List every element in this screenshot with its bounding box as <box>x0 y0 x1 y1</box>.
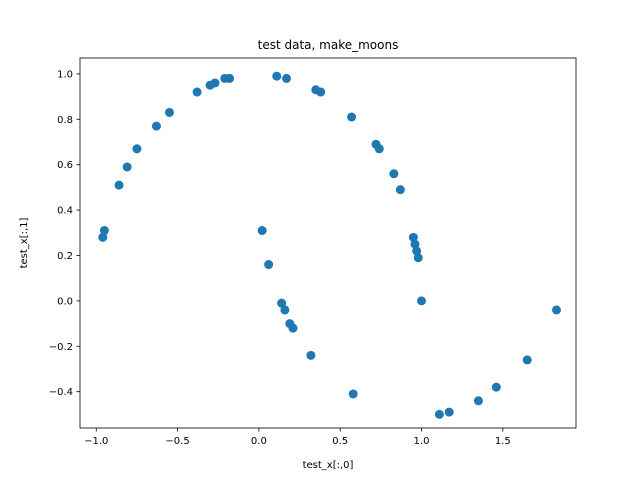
data-point-0-0 <box>98 232 108 242</box>
data-point-0-1 <box>99 226 109 236</box>
data-point-0-33 <box>348 389 358 399</box>
x-tick-label: 1.5 <box>495 436 511 447</box>
data-point-0-18 <box>374 144 384 154</box>
data-point-0-26 <box>257 226 267 236</box>
scatter-points <box>98 71 561 419</box>
data-point-0-2 <box>114 180 124 190</box>
data-point-0-35 <box>444 407 454 417</box>
data-point-0-24 <box>413 253 423 263</box>
data-point-0-39 <box>551 305 561 315</box>
data-point-0-5 <box>151 121 161 131</box>
data-point-0-19 <box>389 169 399 179</box>
data-point-0-15 <box>316 87 326 97</box>
y-axis-ticks: −0.4 −0.2 0.0 0.2 0.4 0.6 0.8 1.0 <box>49 69 80 398</box>
y-tick-label: 0.2 <box>57 251 73 262</box>
data-point-0-29 <box>280 305 290 315</box>
data-point-0-6 <box>164 107 174 117</box>
x-axis-label: test_x[:,0] <box>303 460 354 471</box>
data-point-0-32 <box>306 350 316 360</box>
data-point-0-38 <box>522 355 532 365</box>
y-axis-label: test_x[:,1] <box>19 217 30 268</box>
y-tick-label: 0.4 <box>57 206 73 217</box>
data-point-0-37 <box>491 382 501 392</box>
plot-frame <box>79 57 577 429</box>
x-axis-ticks: −1.0 −0.5 0.0 0.5 1.0 1.5 <box>84 428 511 447</box>
data-point-0-16 <box>347 112 357 122</box>
y-tick-label: 0.0 <box>57 296 73 307</box>
y-tick-label: −0.2 <box>49 342 73 353</box>
x-tick-label: 0.0 <box>251 436 267 447</box>
data-point-0-28 <box>277 298 287 308</box>
x-tick-label: 1.0 <box>414 436 430 447</box>
data-point-0-20 <box>395 185 405 195</box>
data-point-0-9 <box>210 78 220 88</box>
data-point-0-34 <box>434 409 444 419</box>
data-point-0-3 <box>122 162 132 172</box>
data-point-0-21 <box>408 232 418 242</box>
chart-title: test data, make_moons <box>258 38 399 52</box>
data-point-0-7 <box>192 87 202 97</box>
data-point-0-23 <box>412 246 422 256</box>
x-tick-label: −1.0 <box>84 436 108 447</box>
y-tick-label: −0.4 <box>49 387 73 398</box>
y-tick-label: 0.6 <box>57 160 73 171</box>
x-tick-label: 0.5 <box>332 436 348 447</box>
data-point-0-27 <box>264 260 274 270</box>
data-point-0-25 <box>417 296 427 306</box>
x-tick-label: −0.5 <box>165 436 189 447</box>
data-point-0-11 <box>225 73 235 83</box>
data-point-0-12 <box>272 71 282 81</box>
data-point-0-36 <box>473 396 483 406</box>
data-point-0-31 <box>288 323 298 333</box>
data-point-0-4 <box>132 144 142 154</box>
data-point-0-13 <box>282 73 292 83</box>
data-point-0-22 <box>410 239 420 249</box>
y-tick-label: 0.8 <box>57 115 73 126</box>
y-tick-label: 1.0 <box>57 69 73 80</box>
